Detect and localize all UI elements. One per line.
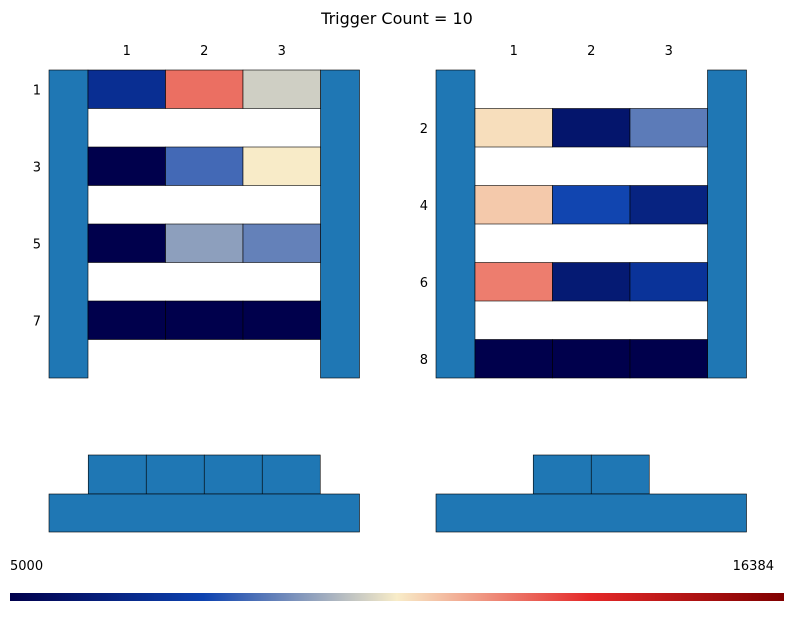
heatmap-cell [242,69,321,109]
heatmap-cell [165,146,244,186]
row-label: 2 [420,122,428,137]
heatmap-cell [552,185,631,225]
heatmap-cell [629,262,708,302]
row-label: 6 [420,276,428,291]
column-label: 2 [587,44,595,59]
colorbar-max-label: 16384 [733,559,774,574]
column-label: 1 [510,44,518,59]
row-label: 8 [420,353,428,368]
heatmap-cell [165,223,244,263]
base-segment [590,454,650,495]
base-segment [87,454,147,495]
heatmap-cell [165,69,244,109]
heatmap-cell [87,300,166,340]
column-label: 2 [200,44,208,59]
base-segment [532,454,592,495]
column-label: 1 [123,44,131,59]
left-pillar [48,69,89,379]
panel-1: 1 2 3 1 3 5 7 [33,44,360,533]
colorbar [10,593,784,601]
heatmap-cell [474,185,553,225]
row-label: 1 [33,83,41,98]
heatmap-cell [629,108,708,148]
heatmap-cell [552,262,631,302]
heatmap-cell [629,185,708,225]
right-pillar [707,69,747,379]
heatmap-cell [87,223,166,263]
base-segment [203,454,263,495]
heatmap-cell [165,300,244,340]
row-label: 7 [33,314,41,329]
column-label: 3 [665,44,673,59]
right-pillar [320,69,360,379]
left-pillar [435,69,476,379]
heatmap-cell [87,146,166,186]
heatmap-cell [474,108,553,148]
base-segment [261,454,321,495]
heatmap-cell [242,223,321,263]
panel-2: 1 2 3 2 4 6 8 [420,44,747,533]
heatmap-cell [552,108,631,148]
row-label: 5 [33,237,41,252]
heatmap-cell [242,146,321,186]
heatmap-cell [87,69,166,109]
heatmap-cell [474,262,553,302]
row-label: 3 [33,160,41,175]
heatmap-cell [242,300,321,340]
heatmap-cell [474,339,553,379]
base-slab [435,493,747,533]
base-slab [48,493,360,533]
colorbar-gradient [10,593,784,601]
column-label: 3 [278,44,286,59]
heatmap-panels: 1 2 3 1 3 5 7 1 2 3 2 4 6 8 [33,44,747,533]
chart-title: Trigger Count = 10 [320,9,473,28]
base-segment [145,454,205,495]
heatmap-cell [629,339,708,379]
row-label: 4 [420,199,428,214]
colorbar-min-label: 5000 [10,559,43,574]
heatmap-cell [552,339,631,379]
